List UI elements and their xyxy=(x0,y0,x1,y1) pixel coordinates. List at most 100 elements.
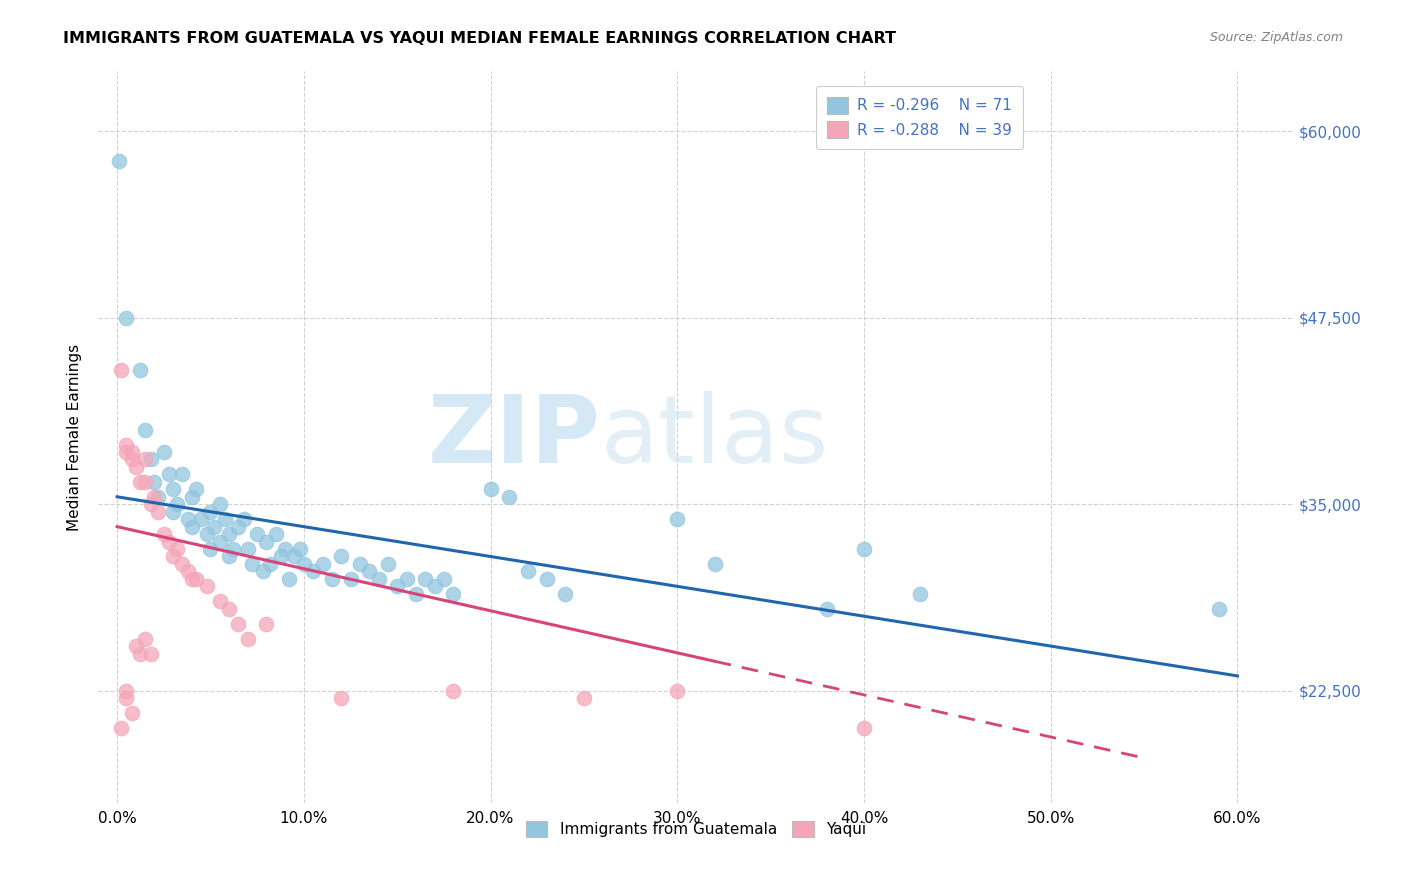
Point xyxy=(200,542,222,557)
Legend: Immigrants from Guatemala, Yaqui: Immigrants from Guatemala, Yaqui xyxy=(517,812,875,847)
Point xyxy=(121,445,143,459)
Point xyxy=(441,683,464,698)
Point xyxy=(236,632,259,646)
Point xyxy=(1208,601,1230,615)
Point xyxy=(277,572,299,586)
Point xyxy=(128,475,150,489)
Point xyxy=(208,594,231,608)
Point xyxy=(110,721,132,735)
Point xyxy=(288,542,311,557)
Point xyxy=(228,519,250,533)
Point xyxy=(195,527,218,541)
Point xyxy=(162,483,184,497)
Point xyxy=(172,557,194,571)
Point xyxy=(240,557,263,571)
Point xyxy=(853,721,876,735)
Point xyxy=(908,587,931,601)
Point xyxy=(195,579,218,593)
Point xyxy=(302,565,325,579)
Point xyxy=(395,572,418,586)
Point xyxy=(134,632,156,646)
Point xyxy=(152,445,174,459)
Point xyxy=(180,519,202,533)
Point xyxy=(385,579,409,593)
Point xyxy=(321,572,343,586)
Point xyxy=(349,557,371,571)
Point xyxy=(202,519,225,533)
Point xyxy=(139,452,162,467)
Point xyxy=(311,557,333,571)
Point xyxy=(703,557,725,571)
Text: IMMIGRANTS FROM GUATEMALA VS YAQUI MEDIAN FEMALE EARNINGS CORRELATION CHART: IMMIGRANTS FROM GUATEMALA VS YAQUI MEDIA… xyxy=(63,31,896,46)
Point xyxy=(246,527,269,541)
Point xyxy=(125,639,148,653)
Point xyxy=(115,683,138,698)
Point xyxy=(152,527,174,541)
Point xyxy=(200,505,222,519)
Y-axis label: Median Female Earnings: Median Female Earnings xyxy=(67,343,83,531)
Point xyxy=(666,512,689,526)
Point xyxy=(115,310,138,325)
Text: ZIP: ZIP xyxy=(427,391,600,483)
Point xyxy=(274,542,297,557)
Point xyxy=(115,445,138,459)
Point xyxy=(143,490,166,504)
Point xyxy=(516,565,538,579)
Point xyxy=(367,572,389,586)
Point xyxy=(218,549,240,564)
Point xyxy=(222,542,245,557)
Point xyxy=(236,542,259,557)
Point xyxy=(172,467,194,482)
Point xyxy=(498,490,520,504)
Point xyxy=(218,601,240,615)
Point xyxy=(815,601,838,615)
Point xyxy=(264,527,287,541)
Point xyxy=(180,572,202,586)
Point xyxy=(134,475,156,489)
Point xyxy=(536,572,558,586)
Point xyxy=(270,549,292,564)
Point xyxy=(208,497,231,511)
Point xyxy=(853,542,876,557)
Point xyxy=(190,512,212,526)
Point xyxy=(572,691,595,706)
Point xyxy=(139,647,162,661)
Point xyxy=(256,616,278,631)
Point xyxy=(423,579,446,593)
Point xyxy=(405,587,427,601)
Point xyxy=(166,497,188,511)
Point xyxy=(330,691,353,706)
Point xyxy=(292,557,315,571)
Point xyxy=(359,565,381,579)
Point xyxy=(283,549,305,564)
Point xyxy=(115,691,138,706)
Point xyxy=(184,572,207,586)
Point xyxy=(218,527,240,541)
Point xyxy=(228,616,250,631)
Point xyxy=(554,587,576,601)
Point xyxy=(121,706,143,721)
Point xyxy=(339,572,361,586)
Point xyxy=(259,557,281,571)
Point xyxy=(214,512,236,526)
Point xyxy=(330,549,353,564)
Point xyxy=(177,512,200,526)
Point xyxy=(125,459,148,474)
Point xyxy=(441,587,464,601)
Point xyxy=(115,437,138,451)
Point xyxy=(433,572,456,586)
Point xyxy=(479,483,502,497)
Point xyxy=(184,483,207,497)
Point xyxy=(413,572,436,586)
Point xyxy=(162,549,184,564)
Point xyxy=(233,512,256,526)
Point xyxy=(128,647,150,661)
Point xyxy=(108,153,131,168)
Point xyxy=(121,452,143,467)
Point xyxy=(208,534,231,549)
Point xyxy=(148,490,170,504)
Point xyxy=(177,565,200,579)
Point xyxy=(143,475,166,489)
Point xyxy=(110,363,132,377)
Point xyxy=(666,683,689,698)
